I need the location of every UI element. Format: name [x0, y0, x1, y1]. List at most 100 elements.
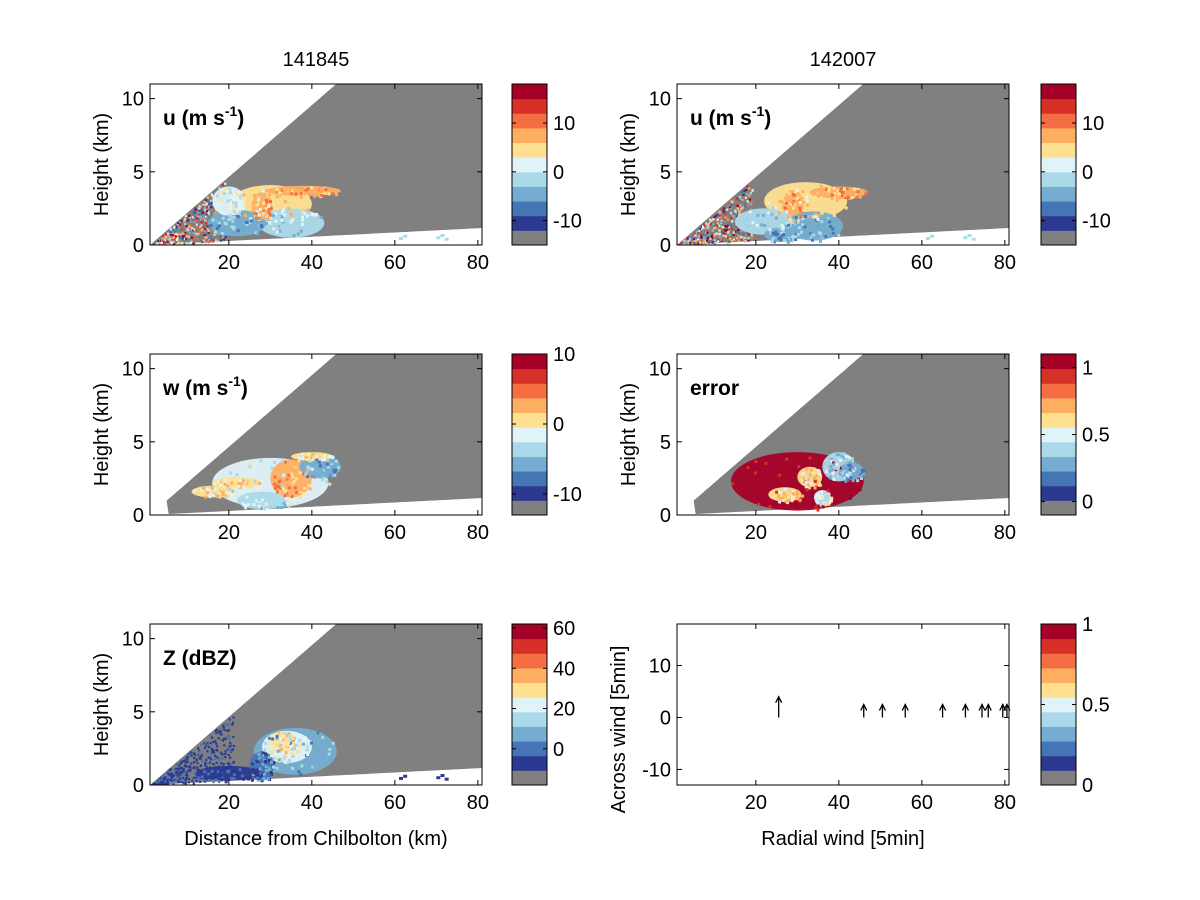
- panel-title: 141845: [283, 49, 350, 71]
- wind-arrow: [984, 703, 992, 718]
- y-tick-label: 5: [133, 702, 144, 724]
- colorbar-swatch: [1041, 427, 1076, 443]
- colorbar-swatch: [512, 84, 547, 100]
- colorbar-swatch: [1041, 186, 1076, 202]
- colorbar-swatch: [512, 157, 547, 173]
- colorbar-swatch: [1041, 697, 1076, 713]
- colorbar-wind-vectors: 10.50: [1040, 614, 1110, 797]
- y-tick-label: 10: [122, 629, 144, 651]
- x-tick-label: 80: [994, 252, 1016, 274]
- y-tick-label: 10: [649, 89, 671, 111]
- field-Z: [195, 727, 449, 784]
- y-tick-label: 5: [660, 432, 671, 454]
- x-tick-label: 20: [218, 792, 240, 814]
- colorbar-swatch: [1041, 368, 1076, 384]
- x-tick-label: 80: [994, 792, 1016, 814]
- x-tick-label: 40: [301, 522, 323, 544]
- panel-title: 142007: [810, 49, 877, 71]
- y-axis-label: Height (km): [618, 113, 640, 216]
- colorbar-tick-label: 10: [1082, 113, 1104, 135]
- coverage-wedge: [150, 624, 482, 785]
- colorbar-swatch: [1041, 682, 1076, 698]
- colorbar-swatch: [1041, 127, 1076, 144]
- colorbar-swatch: [1041, 171, 1076, 187]
- colorbar-swatch: [1041, 711, 1076, 727]
- colorbar-swatch: [512, 427, 547, 443]
- panel-label: u (m s-1): [690, 103, 771, 130]
- colorbar-swatch: [512, 368, 547, 384]
- x-tick-label: 80: [467, 522, 489, 544]
- colorbar-swatch: [512, 770, 547, 786]
- colorbar-swatch: [1041, 471, 1076, 487]
- colorbar-swatch: [1041, 770, 1076, 786]
- axes-frame: [676, 623, 1010, 786]
- y-tick-label: 10: [122, 89, 144, 111]
- panel-u-141845: 20 40 60 80 0 5 10 Height (km) 141845 u (m s-1): [91, 49, 489, 274]
- colorbar-tick-label: 0: [553, 739, 564, 761]
- colorbar-swatch: [1041, 354, 1076, 370]
- x-tick-label: 60: [911, 252, 933, 274]
- y-tick-label: 0: [133, 775, 144, 797]
- colorbar-tick-label: 20: [553, 699, 575, 721]
- colorbar-swatch: [1041, 230, 1076, 246]
- x-tick-label: 80: [467, 252, 489, 274]
- colorbar-u-141845: 10 0 -10: [511, 83, 582, 246]
- y-axis-label: Height (km): [618, 383, 640, 486]
- axes-frame: [149, 83, 483, 246]
- colorbar-swatch: [512, 697, 547, 713]
- colorbar-swatch: [1041, 142, 1076, 158]
- colorbar-swatch: [1041, 500, 1076, 516]
- y-tick-label: 5: [660, 162, 671, 184]
- x-tick-label: 60: [384, 252, 406, 274]
- colorbar-swatch: [1041, 755, 1076, 771]
- x-tick-label: 60: [384, 792, 406, 814]
- colorbar-tick-label: 0: [1082, 492, 1093, 514]
- x-tick-label: 60: [911, 792, 933, 814]
- colorbar-tick-label: 40: [553, 658, 575, 680]
- y-tick-label: 0: [133, 235, 144, 257]
- y-axis-label: Height (km): [91, 383, 113, 486]
- x-tick-label: 80: [994, 522, 1016, 544]
- y-tick-label: 10: [649, 656, 671, 678]
- colorbar-swatch: [512, 397, 547, 414]
- panel-w: 20 40 60 80 0 5 10 Height (km) w (m s-1): [91, 353, 489, 544]
- colorbar-swatch: [512, 638, 547, 654]
- colorbar-tick-label: -10: [553, 211, 582, 233]
- colorbar-swatch: [512, 354, 547, 370]
- panel-u-142007: 20 40 60 80 0 5 10 Height (km) 142007 u (m s-1): [618, 49, 1016, 274]
- wind-arrow: [860, 703, 868, 718]
- colorbar-swatch: [1041, 441, 1076, 457]
- colorbar-swatch: [512, 682, 547, 698]
- colorbar-swatch: [512, 113, 547, 129]
- colorbar-swatch: [512, 201, 547, 217]
- coverage-wedge: [677, 84, 1009, 245]
- colorbar-swatch: [512, 485, 547, 501]
- axes-frame: [676, 83, 1010, 246]
- colorbar-tick-label: 10: [553, 113, 575, 135]
- colorbar-tick-label: 1: [1082, 357, 1093, 379]
- field-u-142007: [735, 182, 976, 244]
- y-tick-label: 0: [660, 505, 671, 527]
- colorbar-swatch: [512, 215, 547, 231]
- y-tick-label: 0: [660, 707, 671, 729]
- x-tick-label: 60: [911, 522, 933, 544]
- colorbar-swatch: [512, 653, 547, 669]
- colorbar-swatch: [512, 127, 547, 144]
- colorbar-tick-label: 0: [1082, 162, 1093, 184]
- colorbar-swatch: [1041, 201, 1076, 217]
- colorbar-tick-label: -10: [1082, 211, 1111, 233]
- colorbar-swatch: [1041, 383, 1076, 399]
- colorbar-swatch: [512, 441, 547, 457]
- colorbar-tick-label: -10: [553, 484, 582, 506]
- colorbar-swatch: [512, 142, 547, 158]
- field-w: [191, 452, 341, 511]
- wind-arrow: [978, 703, 986, 718]
- x-tick-label: 40: [301, 792, 323, 814]
- x-tick-label: 40: [828, 252, 850, 274]
- colorbar-swatch: [512, 726, 547, 742]
- x-tick-label: 20: [745, 522, 767, 544]
- colorbar-tick-label: 1: [1082, 614, 1093, 636]
- colorbar-swatch: [1041, 412, 1076, 428]
- colorbar-tick-label: 0: [1082, 775, 1093, 797]
- y-tick-label: 0: [660, 235, 671, 257]
